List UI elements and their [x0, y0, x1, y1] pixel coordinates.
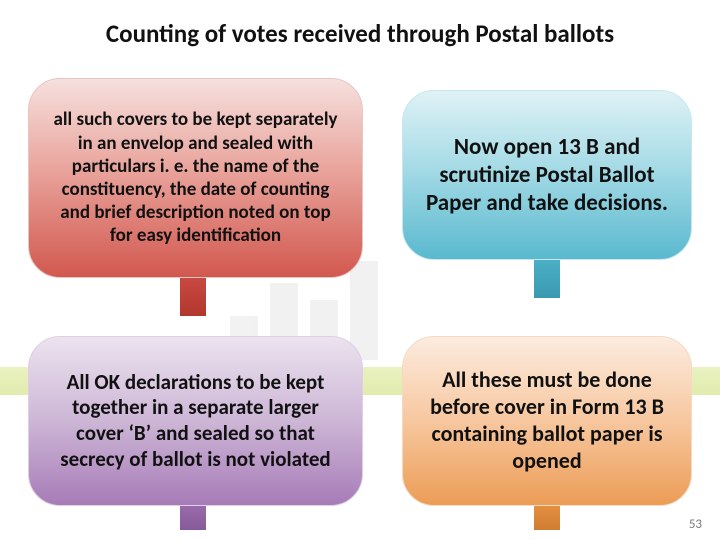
stem-bottom-right: [534, 504, 560, 530]
slide-title: Counting of votes received through Posta…: [0, 18, 720, 49]
stem-bottom-left: [180, 504, 206, 530]
box-top-right: Now open 13 B and scrutinize Postal Ball…: [402, 90, 692, 260]
box-top-right-text: Now open 13 B and scrutinize Postal Ball…: [425, 133, 669, 217]
box-top-left: all such covers to be kept separately in…: [28, 78, 363, 278]
page-number: 53: [689, 517, 702, 532]
box-top-left-text: all such covers to be kept separately in…: [51, 108, 340, 247]
box-bottom-left-text: All OK declarations to be kept together …: [51, 370, 340, 472]
stem-top-left: [180, 276, 206, 316]
box-bottom-right: All these must be done before cover in F…: [402, 336, 692, 506]
slide: Counting of votes received through Posta…: [0, 0, 720, 540]
stem-top-right: [534, 258, 560, 298]
box-bottom-right-text: All these must be done before cover in F…: [425, 367, 669, 474]
box-bottom-left: All OK declarations to be kept together …: [28, 336, 363, 506]
